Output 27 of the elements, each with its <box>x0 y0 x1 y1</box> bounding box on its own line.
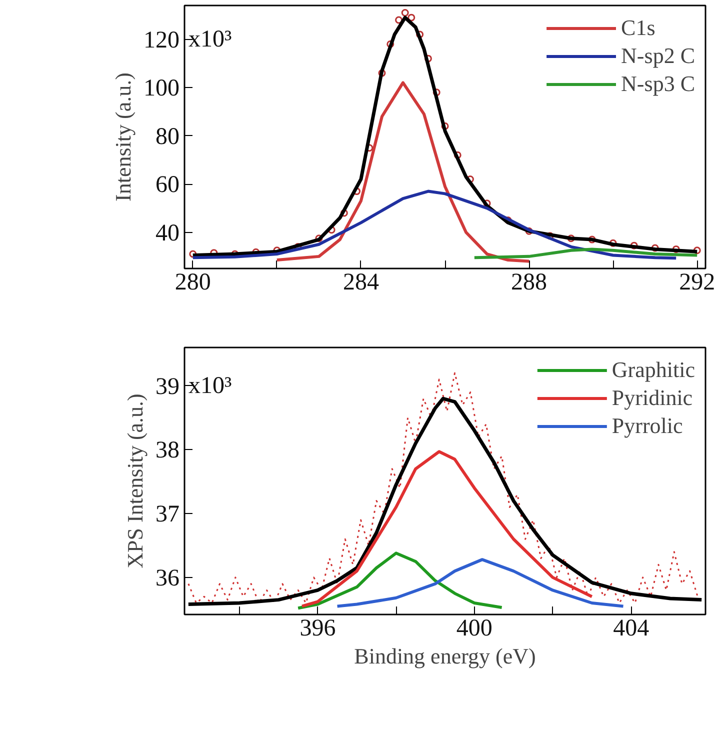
y-tick-label: 38 <box>156 438 180 464</box>
annotation: x10³ <box>188 26 232 52</box>
x-tick-label: 400 <box>456 616 492 642</box>
x-tick-label: 280 <box>174 270 211 296</box>
x-tick-label: 284 <box>342 270 379 296</box>
y-tick-label: 36 <box>156 565 180 592</box>
y-tick-label: 37 <box>156 502 180 528</box>
y-tick-label: 80 <box>156 124 180 150</box>
legend-label: Pyridinic <box>612 385 693 411</box>
legend-label: N-sp3 C <box>621 71 695 97</box>
x-tick-label: 404 <box>613 616 650 642</box>
y-tick-label: 39 <box>156 374 180 400</box>
annotation: x10³ <box>188 372 232 399</box>
y-tick-label: 120 <box>144 27 180 54</box>
y-tick-label: 60 <box>156 172 180 198</box>
x-tick-label: 396 <box>300 616 336 642</box>
legend-label: Pyrrolic <box>612 413 683 439</box>
x-tick-label: 292 <box>679 270 716 296</box>
x-axis-title: Binding energy (eV) <box>354 644 536 668</box>
y-tick-label: 100 <box>144 76 180 102</box>
y-axis-title: Intensity (a.u.) <box>110 72 136 202</box>
x-tick-label: 288 <box>511 270 548 296</box>
y-axis-title: XPS Intensity (a.u.) <box>122 394 148 568</box>
legend-label: Graphitic <box>612 357 695 383</box>
legend-label: C1s <box>621 15 656 41</box>
y-tick-label: 40 <box>156 220 180 246</box>
legend-label: N-sp2 C <box>621 43 695 69</box>
